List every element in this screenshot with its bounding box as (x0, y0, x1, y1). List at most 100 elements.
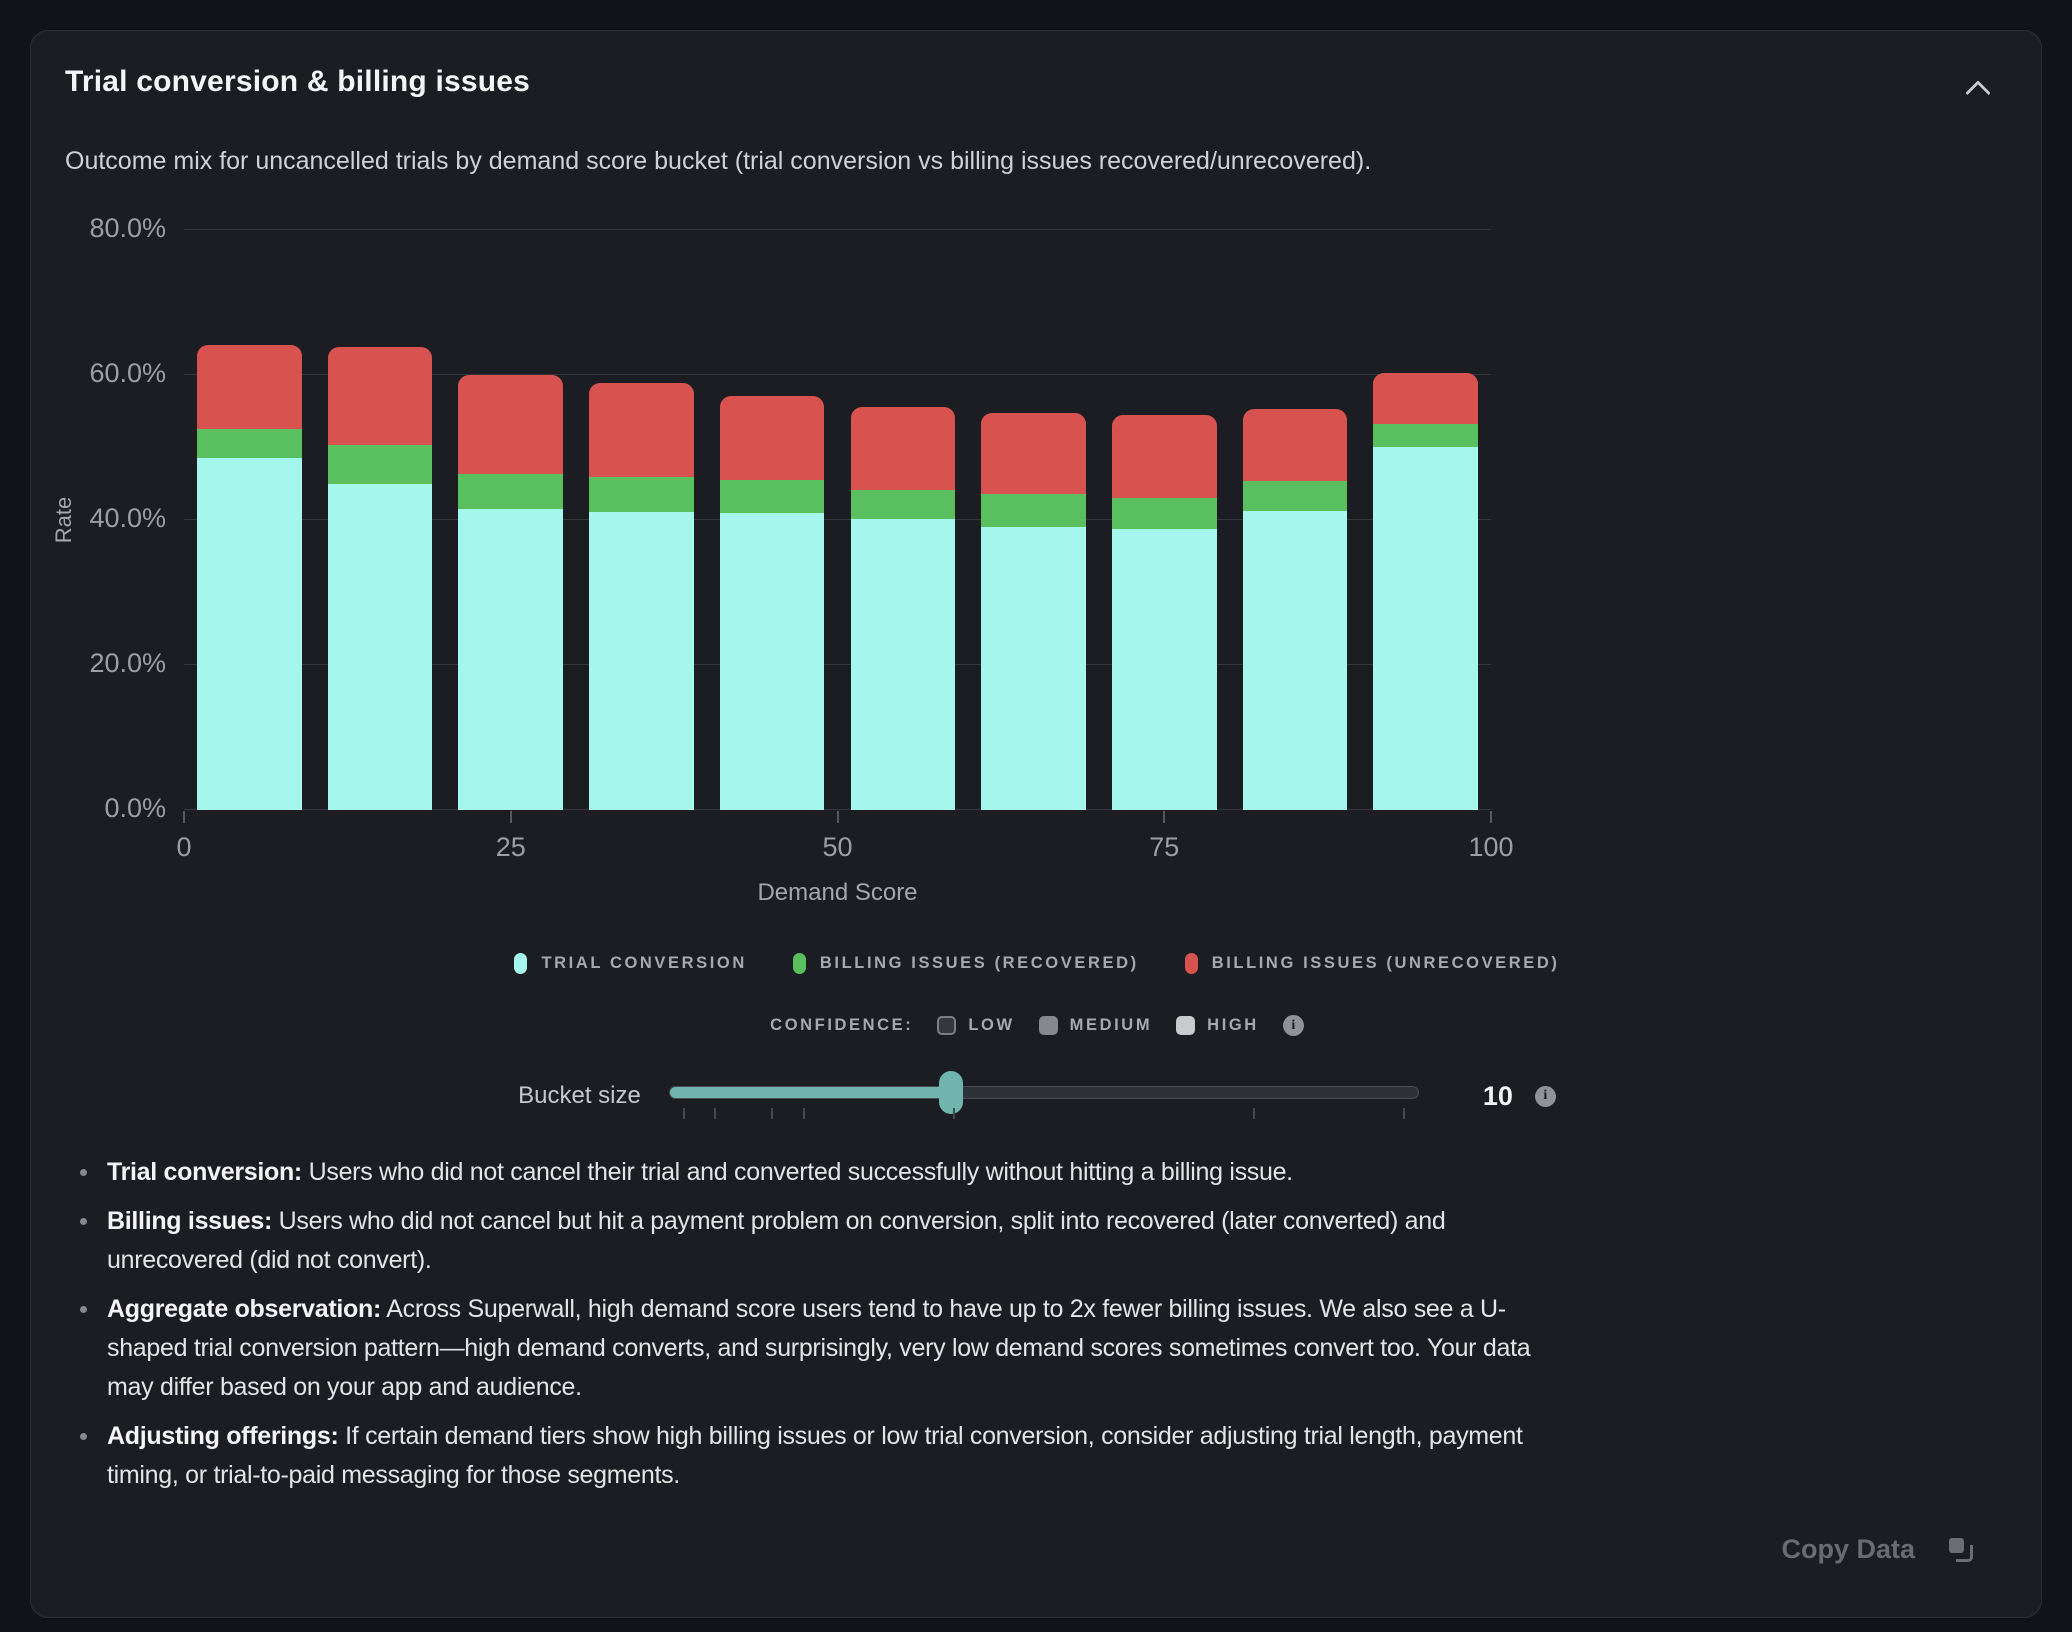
note-lead: Trial conversion: (107, 1158, 302, 1186)
segment-billing-issues-recovered- (327, 444, 433, 484)
checkbox-low[interactable] (937, 1016, 957, 1035)
legend-item[interactable]: BILLING ISSUES (UNRECOVERED) (1184, 953, 1560, 974)
bar-10-20[interactable] (315, 230, 446, 810)
segment-billing-issues-unrecovered- (1242, 409, 1348, 481)
x-tick-label: 100 (1468, 832, 1514, 862)
slider-tick (802, 1108, 805, 1119)
info-icon[interactable]: i (1282, 1015, 1304, 1036)
gridline (184, 229, 1491, 230)
bar-60-70[interactable] (968, 230, 1099, 810)
bucket-size-slider (668, 1071, 1419, 1121)
legend-label: BILLING ISSUES (UNRECOVERED) (1211, 954, 1560, 972)
gridline (184, 664, 1491, 665)
x-axis-title: Demand Score (757, 879, 918, 906)
segment-trial-conversion (197, 458, 302, 810)
x-axis-ticks: 0 25 50 75 100 (176, 810, 1514, 910)
bucket-size-value: 10 (1482, 1080, 1513, 1111)
note-lead: Adjusting offerings: (107, 1422, 339, 1450)
trial-conversion-card: Trial conversion & billing issues Outcom… (30, 30, 2042, 1618)
confidence-label: CONFIDENCE: (770, 1016, 914, 1034)
segment-billing-issues-unrecovered- (981, 412, 1086, 494)
note-text: Users who did not cancel but hit a payme… (107, 1207, 1446, 1274)
legend-item[interactable]: BILLING ISSUES (RECOVERED) (792, 953, 1139, 974)
x-tickmark (836, 811, 839, 823)
segment-billing-issues-unrecovered- (458, 375, 564, 474)
gridline (184, 374, 1491, 375)
segment-billing-issues-unrecovered- (1111, 414, 1217, 498)
bar-40-50[interactable] (707, 230, 838, 810)
confidence-option-high[interactable]: HIGH (1176, 1016, 1259, 1035)
x-tickmark (1490, 811, 1492, 823)
segment-billing-issues-recovered- (1373, 423, 1478, 447)
slider-tick (771, 1108, 774, 1119)
slider-track[interactable] (668, 1086, 1419, 1099)
copy-data-button[interactable]: Copy Data (1775, 1533, 1981, 1566)
segment-trial-conversion (458, 509, 564, 810)
segment-trial-conversion (719, 513, 825, 810)
x-tick-label: 50 (822, 832, 853, 862)
y-tick-label: 40.0% (89, 503, 166, 533)
slider-tick (682, 1108, 685, 1119)
note-item: Billing issues: Users who did not cancel… (80, 1202, 1558, 1280)
segment-trial-conversion (981, 526, 1086, 810)
slider-tick (952, 1108, 955, 1119)
x-tickmark (1163, 811, 1166, 823)
legend: TRIAL CONVERSION BILLING ISSUES (RECOVERE… (31, 953, 2043, 974)
segment-trial-conversion (589, 512, 694, 810)
segment-billing-issues-unrecovered- (1373, 372, 1478, 424)
x-tick-label: 25 (495, 832, 526, 862)
confidence-option-medium[interactable]: MEDIUM (1038, 1016, 1153, 1035)
y-tick-label: 60.0% (89, 358, 166, 388)
checkbox-medium[interactable] (1038, 1016, 1058, 1035)
bar-70-80[interactable] (1099, 230, 1230, 810)
bar-0-10[interactable] (184, 230, 315, 810)
confidence-option-low[interactable]: LOW (937, 1016, 1014, 1035)
x-tickmark (509, 811, 512, 823)
legend-label: BILLING ISSUES (RECOVERED) (819, 954, 1139, 972)
note-text: If certain demand tiers show high billin… (107, 1422, 1523, 1489)
bar-90-100[interactable] (1360, 230, 1491, 810)
card-subtitle: Outcome mix for uncancelled trials by de… (65, 147, 1372, 175)
bucket-size-info-icon[interactable]: i (1534, 1085, 1556, 1107)
segment-billing-issues-recovered- (197, 429, 302, 459)
note-item: Adjusting offerings: If certain demand t… (80, 1417, 1558, 1495)
segment-billing-issues-unrecovered- (719, 396, 825, 481)
bar-80-90[interactable] (1230, 230, 1361, 810)
legend-swatch (1184, 953, 1198, 974)
bar-30-40[interactable] (576, 230, 707, 810)
bucket-size-row: Bucket size 10 i (31, 1071, 2043, 1121)
copy-data-label: Copy Data (1781, 1534, 1915, 1564)
confidence-option-label: LOW (968, 1016, 1015, 1034)
y-axis-labels: 0.0% 20.0% 40.0% 60.0% 80.0% (31, 213, 166, 823)
segment-billing-issues-recovered- (850, 490, 956, 519)
segment-billing-issues-recovered- (1111, 497, 1217, 529)
segment-billing-issues-recovered- (719, 480, 825, 514)
checkbox-high[interactable] (1176, 1016, 1196, 1035)
y-tick-label: 0.0% (104, 793, 166, 823)
chart: Rate 0.0% 20.0% 40.0% 60.0% 80.0% 0 25 50 75 100… (31, 31, 2043, 931)
y-tick-label: 80.0% (89, 213, 166, 243)
segment-trial-conversion (1111, 528, 1217, 810)
confidence-options: LOW MEDIUM HIGH (937, 1016, 1258, 1035)
note-lead: Billing issues: (107, 1207, 272, 1235)
segment-trial-conversion (1373, 446, 1478, 810)
segment-trial-conversion (1242, 510, 1348, 810)
note-text: Across Superwall, high demand score user… (107, 1295, 1531, 1401)
segment-billing-issues-recovered- (981, 493, 1086, 527)
slider-tick (714, 1108, 717, 1119)
bar-20-30[interactable] (445, 230, 576, 810)
x-tickmark (183, 811, 185, 823)
legend-item[interactable]: TRIAL CONVERSION (514, 953, 746, 974)
confidence-row: CONFIDENCE: LOW MEDIUM HIGH i (31, 1015, 2043, 1036)
x-tick-label: 75 (1149, 832, 1180, 862)
legend-swatch (792, 953, 806, 974)
gridline (184, 809, 1491, 810)
segment-billing-issues-unrecovered- (850, 406, 956, 491)
copy-icon (1947, 1536, 1975, 1564)
bucket-size-label: Bucket size (518, 1082, 641, 1109)
segment-trial-conversion (850, 518, 956, 810)
bar-50-60[interactable] (838, 230, 969, 810)
confidence-option-label: MEDIUM (1069, 1016, 1153, 1034)
slider-thumb[interactable] (938, 1071, 963, 1114)
